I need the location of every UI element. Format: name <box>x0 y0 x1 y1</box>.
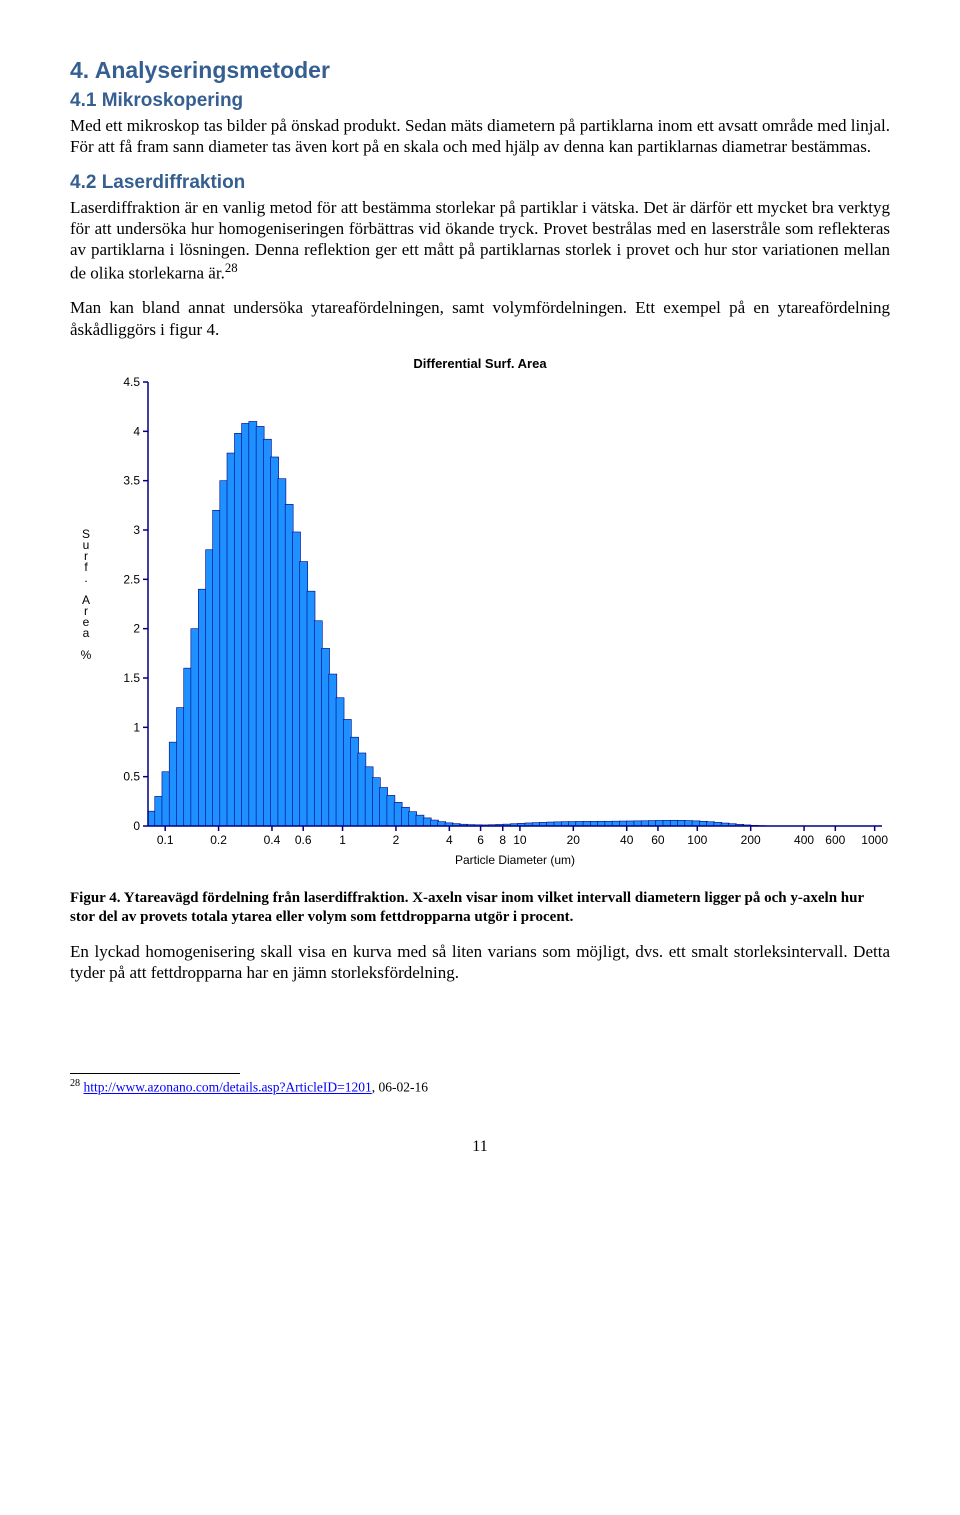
svg-text:a: a <box>83 626 90 640</box>
svg-text:3.5: 3.5 <box>123 474 140 488</box>
paragraph-laserdiffraktion-3: En lyckad homogenisering skall visa en k… <box>70 941 890 984</box>
svg-text:0.4: 0.4 <box>264 833 281 847</box>
svg-text:10: 10 <box>513 833 527 847</box>
paragraph-1-text: Laserdiffraktion är en vanlig metod för … <box>70 198 890 282</box>
svg-text:0.5: 0.5 <box>123 770 140 784</box>
footnote-num: 28 <box>70 1078 80 1089</box>
section-heading: 4. Analyseringsmetoder <box>70 56 890 85</box>
footnote-suffix: , 06-02-16 <box>372 1080 428 1095</box>
subsection-heading-1: 4.1 Mikroskopering <box>70 89 890 113</box>
svg-text:0.1: 0.1 <box>157 833 174 847</box>
svg-text:20: 20 <box>567 833 581 847</box>
svg-text:1: 1 <box>339 833 346 847</box>
svg-text:100: 100 <box>687 833 707 847</box>
svg-text:60: 60 <box>651 833 665 847</box>
paragraph-laserdiffraktion-1: Laserdiffraktion är en vanlig metod för … <box>70 197 890 284</box>
svg-text:0.2: 0.2 <box>210 833 227 847</box>
svg-text:0.6: 0.6 <box>295 833 312 847</box>
paragraph-mikroskopering: Med ett mikroskop tas bilder på önskad p… <box>70 115 890 158</box>
svg-text:2: 2 <box>133 622 140 636</box>
footnote-28: 28 http://www.azonano.com/details.asp?Ar… <box>70 1078 890 1096</box>
subsection-heading-2: 4.2 Laserdiffraktion <box>70 171 890 195</box>
svg-text:2.5: 2.5 <box>123 572 140 586</box>
svg-text:4.5: 4.5 <box>123 375 140 389</box>
page-number: 11 <box>70 1137 890 1157</box>
footnote-link[interactable]: http://www.azonano.com/details.asp?Artic… <box>83 1080 371 1095</box>
figure-caption-4: Figur 4. Ytareavägd fördelning från lase… <box>70 889 890 927</box>
svg-text:400: 400 <box>794 833 814 847</box>
svg-text:Differential Surf. Area: Differential Surf. Area <box>413 356 547 371</box>
footnote-ref-28: 28 <box>225 261 238 275</box>
paragraph-laserdiffraktion-2: Man kan bland annat undersöka ytareaförd… <box>70 297 890 340</box>
svg-text:8: 8 <box>499 833 506 847</box>
svg-text:600: 600 <box>825 833 845 847</box>
svg-text:4: 4 <box>133 424 140 438</box>
svg-text:2: 2 <box>393 833 400 847</box>
svg-text:0: 0 <box>133 819 140 833</box>
svg-text:1.5: 1.5 <box>123 671 140 685</box>
svg-text:6: 6 <box>477 833 484 847</box>
svg-text:40: 40 <box>620 833 634 847</box>
chart-differential-surf-area: Differential Surf. Area 0 0.5 1 1.5 2 2.5 3 3.5 4… <box>70 354 890 879</box>
svg-text:1: 1 <box>133 720 140 734</box>
footnote-separator <box>70 1073 240 1074</box>
svg-text:Particle Diameter (um): Particle Diameter (um) <box>455 853 575 867</box>
chart-svg: Differential Surf. Area 0 0.5 1 1.5 2 2.5 3 3.5 4… <box>70 354 890 874</box>
svg-text:1000: 1000 <box>861 833 888 847</box>
svg-text:200: 200 <box>741 833 761 847</box>
svg-text:4: 4 <box>446 833 453 847</box>
svg-text:3: 3 <box>133 523 140 537</box>
svg-text:%: % <box>81 648 92 662</box>
svg-text:.: . <box>84 571 87 585</box>
